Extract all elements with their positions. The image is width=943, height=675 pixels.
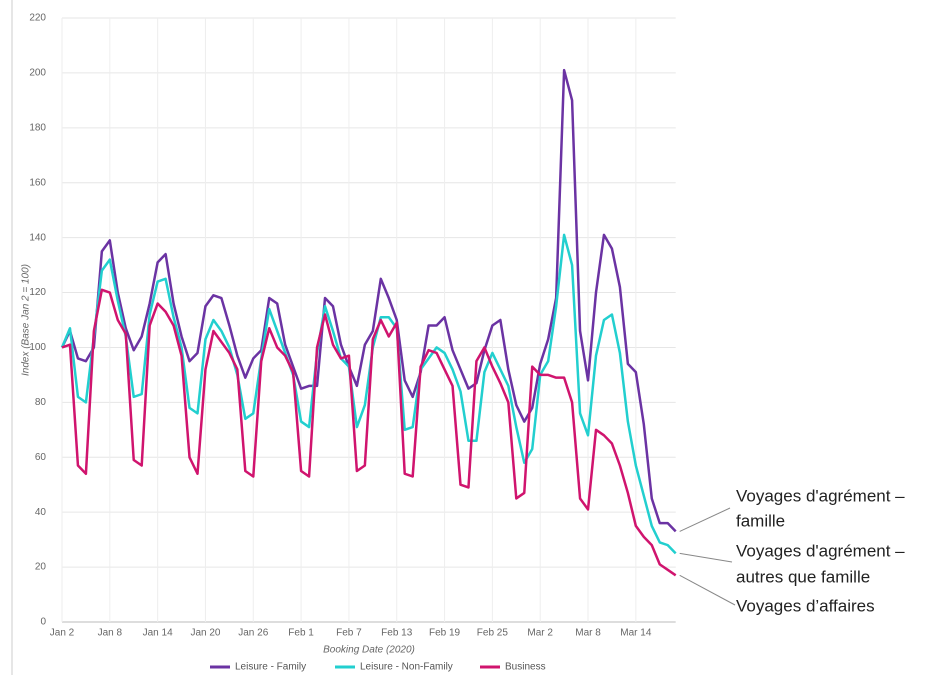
y-tick-label: 20 <box>35 562 47 573</box>
series-line <box>60 233 677 555</box>
series-line <box>60 68 677 533</box>
x-tick-label: Jan 8 <box>98 628 123 639</box>
x-tick-label: Feb 1 <box>288 628 314 639</box>
x-tick-label: Mar 8 <box>575 628 601 639</box>
x-tick-label: Mar 2 <box>527 628 553 639</box>
leader-line <box>679 552 733 563</box>
annotation: Voyages d'agrément – <box>736 541 905 560</box>
x-tick-label: Feb 7 <box>336 628 362 639</box>
x-axis-label: Booking Date (2020) <box>323 645 415 656</box>
x-tick-label: Feb 19 <box>429 628 461 639</box>
legend-label: Leisure - Family <box>235 662 306 673</box>
y-tick-label: 160 <box>29 177 46 188</box>
x-tick-label: Jan 14 <box>143 628 173 639</box>
y-tick-label: 0 <box>40 617 46 628</box>
y-tick-label: 60 <box>35 452 47 463</box>
legend-label: Business <box>505 662 546 673</box>
x-tick-label: Jan 2 <box>50 628 75 639</box>
y-tick-label: 180 <box>29 122 46 133</box>
legend-label: Leisure - Non-Family <box>360 662 453 673</box>
annotation: famille <box>736 511 785 530</box>
y-tick-label: 120 <box>29 287 46 298</box>
y-tick-label: 100 <box>29 342 46 353</box>
x-tick-label: Feb 25 <box>477 628 509 639</box>
y-tick-label: 200 <box>29 68 46 79</box>
x-tick-label: Feb 13 <box>381 628 413 639</box>
y-tick-label: 220 <box>29 13 46 24</box>
y-tick-label: 40 <box>35 507 47 518</box>
y-tick-label: 80 <box>35 397 47 408</box>
leader-line <box>679 507 731 532</box>
y-tick-label: 140 <box>29 232 46 243</box>
x-tick-label: Mar 14 <box>620 628 652 639</box>
series-line <box>61 288 677 577</box>
annotation: autres que famille <box>736 567 870 586</box>
leader-line <box>679 574 736 606</box>
x-tick-label: Jan 26 <box>238 628 268 639</box>
x-tick-label: Jan 20 <box>190 628 220 639</box>
annotation: Voyages d’affaires <box>736 596 875 615</box>
annotation: Voyages d'agrément – <box>736 486 905 505</box>
y-axis-label: Index (Base Jan 2 = 100) <box>21 264 32 376</box>
